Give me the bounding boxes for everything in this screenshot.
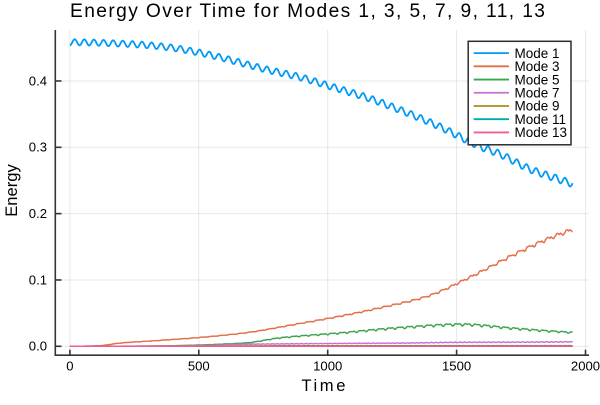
svg-text:0: 0 <box>66 358 73 373</box>
svg-text:0.3: 0.3 <box>29 140 47 155</box>
svg-text:Mode 11: Mode 11 <box>515 112 567 127</box>
svg-text:Mode 1: Mode 1 <box>515 46 560 61</box>
svg-text:Mode 7: Mode 7 <box>515 86 560 101</box>
svg-text:2000: 2000 <box>571 358 600 373</box>
svg-text:500: 500 <box>188 358 210 373</box>
svg-text:Mode 13: Mode 13 <box>515 125 568 140</box>
svg-text:Energy: Energy <box>2 164 21 217</box>
svg-text:1000: 1000 <box>313 358 342 373</box>
svg-text:0.4: 0.4 <box>29 73 47 88</box>
svg-text:Mode 3: Mode 3 <box>515 59 560 74</box>
svg-text:Mode 5: Mode 5 <box>515 72 560 87</box>
svg-text:Time: Time <box>301 376 348 395</box>
svg-text:Mode 9: Mode 9 <box>515 99 560 114</box>
svg-text:1500: 1500 <box>442 358 471 373</box>
svg-text:0.2: 0.2 <box>29 206 47 221</box>
svg-text:0.1: 0.1 <box>29 272 47 287</box>
svg-text:Energy Over Time for Modes 1,: Energy Over Time for Modes 1, 3, 5, 7, 9… <box>70 1 546 22</box>
svg-text:0.0: 0.0 <box>29 339 47 354</box>
